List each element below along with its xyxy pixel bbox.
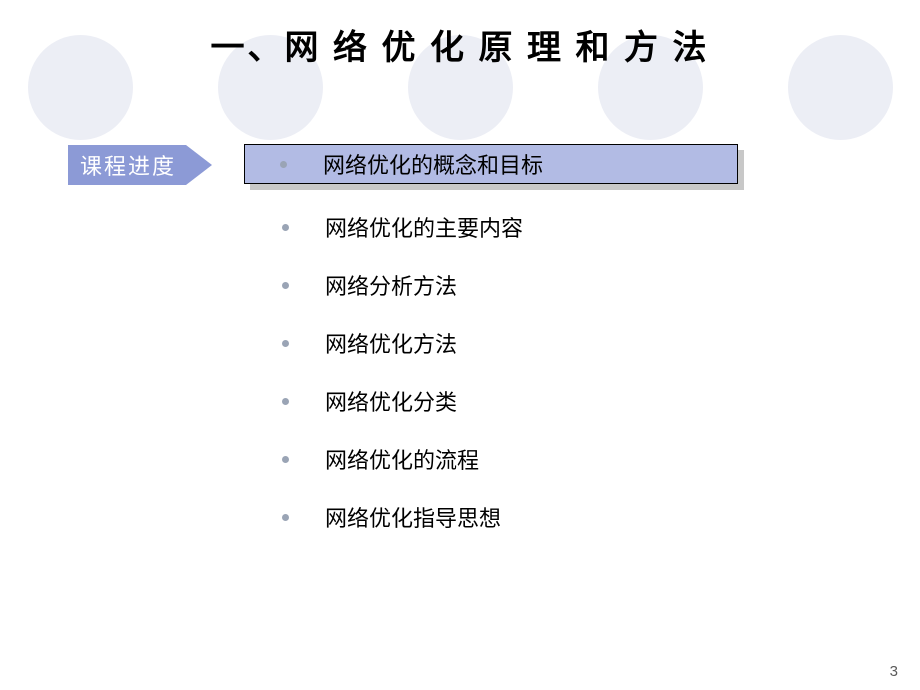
bullet-icon [280,161,287,168]
bullet-icon [282,456,289,463]
list-item-label: 网络优化方法 [325,327,457,359]
progress-arrow: 课程进度 [68,145,212,185]
arrow-head-icon [186,145,212,185]
page-number: 3 [890,663,898,680]
list-item-label: 网络优化的主要内容 [325,211,523,243]
list-item: 网络优化指导思想 [244,488,744,546]
bullet-icon [282,398,289,405]
bullet-icon [282,340,289,347]
bullet-list: 网络优化的主要内容网络分析方法网络优化方法网络优化分类网络优化的流程网络优化指导… [244,198,744,546]
list-item-label: 网络优化的流程 [325,443,479,475]
title-text: 一、网 络 优 化 原 理 和 方 法 [211,30,710,67]
list-item-label: 网络分析方法 [325,269,457,301]
list-item: 网络优化的主要内容 [244,198,744,256]
arrow-label: 课程进度 [68,145,186,185]
list-item-label: 网络优化指导思想 [325,501,501,533]
list-item: 网络优化的流程 [244,430,744,488]
bullet-icon [282,282,289,289]
bullet-icon [282,224,289,231]
bullet-icon [282,514,289,521]
list-item: 网络优化方法 [244,314,744,372]
list-item: 网络优化分类 [244,372,744,430]
list-item: 网络分析方法 [244,256,744,314]
page-title: 一、网 络 优 化 原 理 和 方 法 [0,20,920,69]
list-item-label: 网络优化分类 [325,385,457,417]
